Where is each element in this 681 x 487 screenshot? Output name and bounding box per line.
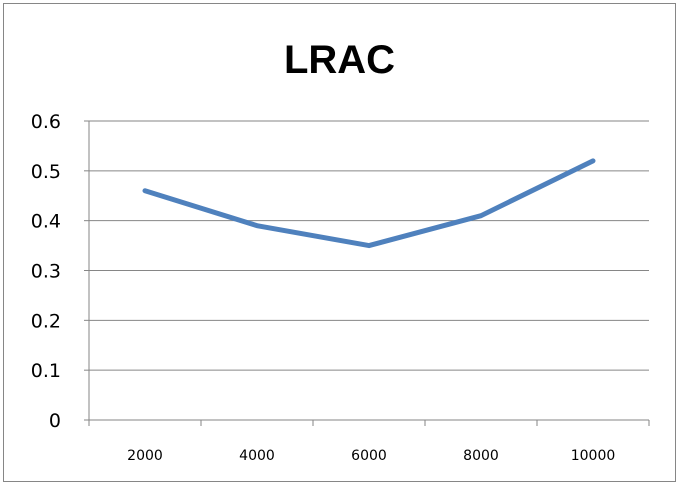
- y-tick-label: 0.4: [31, 211, 61, 233]
- x-tick-label: 2000: [127, 448, 163, 464]
- x-tick-label: 8000: [463, 448, 499, 464]
- chart-title: LRAC: [283, 38, 396, 82]
- x-tick-label: 6000: [351, 448, 387, 464]
- y-tick-label: 0: [49, 410, 61, 432]
- x-tick-label: 10000: [571, 448, 616, 464]
- y-tick-label: 0.2: [31, 310, 61, 332]
- y-tick-label: 0.3: [31, 261, 61, 283]
- y-tick-label: 0.5: [31, 161, 61, 183]
- x-tick-label: 4000: [239, 448, 275, 464]
- y-tick-label: 0.1: [31, 360, 61, 382]
- series-line: [142, 158, 596, 249]
- y-tick-label: 0.6: [31, 111, 61, 133]
